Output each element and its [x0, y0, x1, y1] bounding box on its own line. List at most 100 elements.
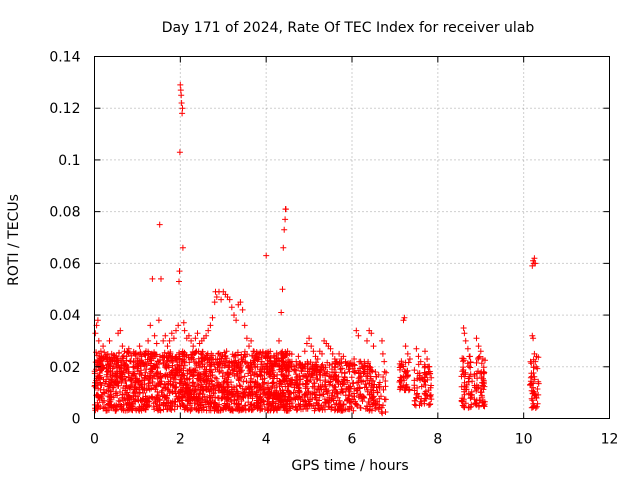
dense-point — [425, 387, 432, 394]
dense-point — [127, 385, 133, 392]
data-point — [368, 330, 375, 337]
data-point — [477, 348, 484, 355]
data-point — [207, 322, 214, 329]
dense-point — [172, 379, 179, 386]
dense-point — [181, 359, 188, 366]
dense-point — [275, 393, 282, 400]
data-point — [467, 353, 473, 360]
dense-point — [234, 388, 241, 395]
dense-point — [316, 369, 322, 376]
dense-point — [417, 398, 424, 405]
dense-point — [203, 407, 210, 414]
dense-point — [301, 391, 308, 398]
data-point — [233, 317, 240, 324]
dense-point — [306, 368, 313, 375]
data-point — [532, 260, 539, 267]
dense-point — [263, 394, 270, 401]
dense-point — [334, 394, 341, 401]
dense-point — [467, 364, 474, 371]
data-point — [175, 322, 182, 329]
dense-point — [527, 378, 534, 385]
dense-point — [340, 401, 347, 408]
dense-point — [157, 357, 163, 364]
dense-point — [357, 405, 364, 411]
dense-point — [266, 368, 273, 375]
dense-point — [154, 369, 161, 375]
y-tick-label: 0.02 — [49, 360, 80, 376]
dense-point — [205, 383, 212, 390]
dense-point — [301, 397, 308, 404]
dense-point — [168, 369, 175, 376]
data-point — [110, 363, 117, 370]
data-point — [95, 337, 102, 344]
dense-point — [275, 351, 282, 358]
dense-point — [109, 384, 116, 391]
data-point — [280, 244, 287, 251]
dense-point — [304, 405, 311, 412]
data-point — [464, 345, 471, 352]
dense-point — [299, 373, 306, 380]
dense-point — [215, 403, 222, 410]
dense-point — [459, 398, 466, 405]
dense-point — [379, 410, 386, 417]
data-point — [401, 314, 408, 321]
dense-point — [98, 354, 105, 361]
dense-point — [422, 371, 429, 378]
dense-point — [124, 389, 131, 396]
dense-point — [473, 359, 480, 366]
data-point — [254, 356, 261, 362]
dense-point — [217, 407, 224, 414]
dense-point — [162, 384, 169, 391]
dense-point — [478, 360, 485, 367]
dense-point — [130, 364, 137, 371]
dense-point — [191, 366, 198, 373]
data-point — [336, 350, 343, 357]
dense-point — [156, 401, 163, 408]
dense-point — [233, 383, 240, 390]
data-point — [327, 345, 334, 352]
dense-point — [412, 402, 419, 409]
data-point — [533, 353, 540, 360]
dense-point — [275, 404, 282, 411]
dense-point — [376, 383, 383, 390]
dense-point — [421, 382, 427, 388]
dense-point — [317, 366, 324, 373]
dense-point — [112, 390, 119, 397]
data-point — [178, 92, 185, 99]
dense-point — [186, 382, 193, 389]
data-point — [180, 319, 187, 326]
data-point — [246, 343, 252, 350]
dense-point — [296, 388, 303, 395]
dense-point — [150, 403, 157, 410]
dense-point — [277, 398, 284, 405]
dense-point — [195, 371, 202, 378]
data-point — [108, 350, 115, 357]
data-point — [273, 356, 280, 362]
dense-point — [132, 405, 139, 412]
dense-point — [261, 406, 268, 413]
dense-point — [257, 384, 263, 391]
dense-point — [102, 378, 109, 385]
dense-point — [273, 389, 279, 396]
dense-point — [220, 380, 227, 387]
dense-point — [179, 400, 186, 407]
dense-point — [137, 370, 144, 377]
data-point — [282, 206, 289, 213]
data-point — [170, 335, 177, 342]
dense-point — [315, 383, 322, 390]
dense-point — [283, 377, 290, 384]
data-point — [267, 358, 274, 365]
dense-point — [368, 389, 375, 396]
dense-point — [113, 402, 120, 409]
dense-point — [461, 373, 468, 380]
data-point — [136, 343, 143, 350]
data-point — [422, 348, 428, 355]
dense-point — [460, 358, 466, 365]
dense-point — [202, 372, 209, 379]
data-point — [301, 348, 308, 355]
dense-point — [309, 361, 316, 368]
dense-point — [527, 382, 534, 389]
dense-point — [144, 403, 151, 410]
dense-point — [479, 379, 486, 386]
dense-point — [373, 384, 380, 391]
